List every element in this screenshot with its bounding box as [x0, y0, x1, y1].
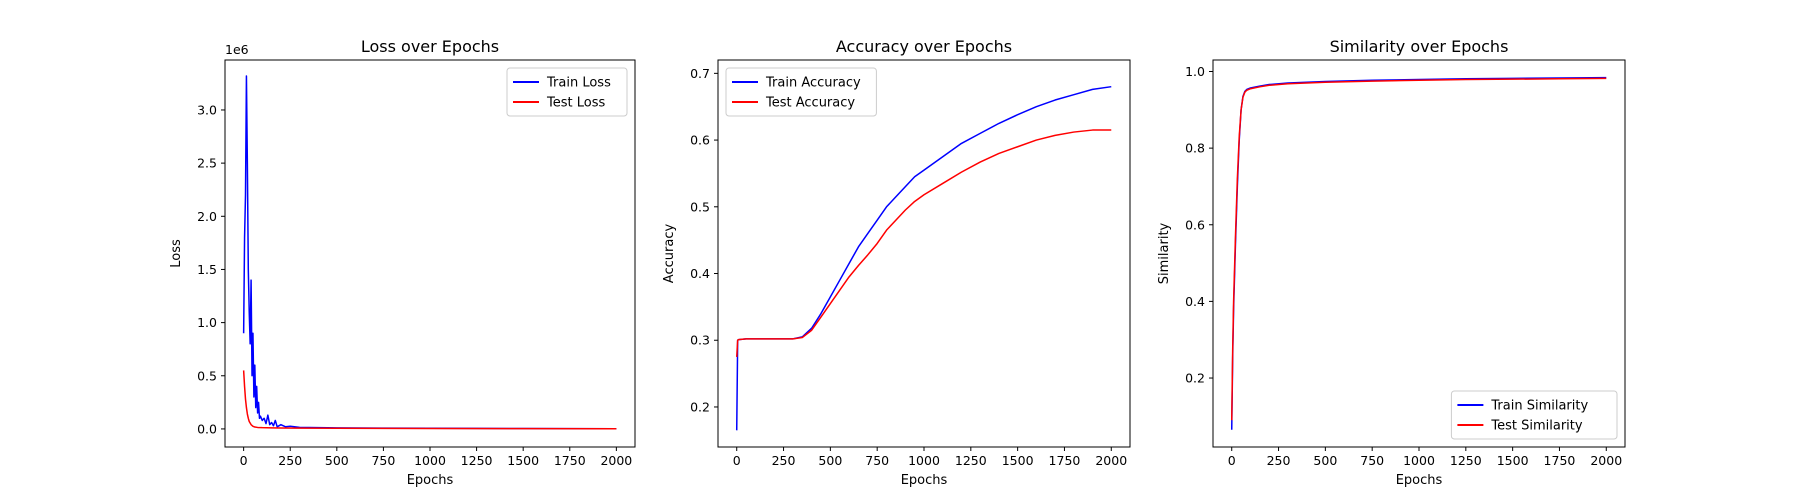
x-tick-label: 250 [278, 453, 302, 468]
y-tick-label: 2.5 [197, 156, 217, 171]
legend: Train Loss Test Loss [506, 67, 628, 117]
legend-box [725, 67, 877, 117]
x-axis-label: Epochs [407, 473, 454, 488]
chart-panel-2: 0 250 500 750 1000 1250 1500 1750 2000 0.2 0.3 0.4 0… [662, 37, 1131, 488]
x-axis-label: Epochs [901, 473, 948, 488]
y-axis-label: Loss [169, 239, 184, 268]
x-tick-label: 1000 [908, 453, 940, 468]
x-axis-label: Epochs [1396, 473, 1443, 488]
legend-label-train: Train Accuracy [765, 76, 861, 91]
y-tick-label: 1.0 [197, 315, 217, 330]
x-tick-label: 500 [1313, 453, 1337, 468]
x-tick-label: 0 [240, 453, 248, 468]
chart-title: Loss over Epochs [361, 37, 499, 56]
x-tick-label: 1500 [1002, 453, 1034, 468]
y-tick-label: 0.5 [690, 199, 710, 214]
x-tick-label: 1750 [1049, 453, 1081, 468]
x-tick-label: 0 [733, 453, 741, 468]
legend-label-test: Test Loss [546, 96, 605, 111]
x-tick-label: 2000 [1590, 453, 1622, 468]
x-tick-label: 2000 [1095, 453, 1127, 468]
series-line-test [1230, 77, 1607, 421]
x-tick-label: 1750 [554, 453, 586, 468]
legend-label-test: Test Accuracy [765, 96, 855, 111]
x-tick-label: 1250 [1450, 453, 1482, 468]
y-axis-offset-label: 1e6 [225, 42, 249, 57]
y-tick-label: 0.2 [1185, 371, 1205, 386]
legend-label-test: Test Similarity [1490, 419, 1583, 434]
y-tick-label: 3.0 [197, 102, 217, 117]
x-tick-label: 1500 [507, 453, 539, 468]
chart-panel-3: 0 250 500 750 1000 1250 1500 1750 2000 0.2 0.4 0.6 0… [1157, 37, 1626, 488]
x-tick-label: 500 [818, 453, 842, 468]
y-tick-label: 0.4 [1185, 294, 1205, 309]
x-tick-label: 2000 [600, 453, 632, 468]
y-tick-label: 2.0 [197, 209, 217, 224]
series-line-test [735, 129, 1112, 357]
y-tick-label: 0.4 [690, 266, 710, 281]
y-tick-label: 1.0 [1185, 64, 1205, 79]
y-axis-label: Accuracy [662, 224, 677, 284]
x-tick-label: 750 [371, 453, 395, 468]
y-tick-label: 0.0 [197, 421, 217, 436]
y-tick-label: 0.8 [1185, 141, 1205, 156]
x-tick-label: 1250 [955, 453, 987, 468]
y-tick-label: 0.3 [690, 333, 710, 348]
chart-panel-1: 0 250 500 750 1000 1250 1500 1750 2000 0.0 0.5 1.0 1… [169, 37, 636, 488]
legend: Train Similarity Test Similarity [1450, 390, 1618, 440]
x-tick-label: 250 [772, 453, 796, 468]
x-tick-label: 750 [865, 453, 889, 468]
series-line-test [242, 370, 617, 430]
x-tick-label: 1750 [1544, 453, 1576, 468]
legend-box [1450, 390, 1618, 440]
x-tick-label: 1250 [461, 453, 493, 468]
legend: Train Accuracy Test Accuracy [725, 67, 877, 117]
y-tick-label: 0.6 [1185, 217, 1205, 232]
y-tick-label: 0.7 [690, 66, 710, 81]
y-tick-label: 1.5 [197, 262, 217, 277]
y-tick-label: 0.2 [690, 399, 710, 414]
y-tick-label: 0.5 [197, 368, 217, 383]
x-tick-label: 250 [1267, 453, 1291, 468]
x-tick-label: 0 [1228, 453, 1236, 468]
x-tick-label: 500 [325, 453, 349, 468]
x-tick-label: 1000 [414, 453, 446, 468]
chart-title: Similarity over Epochs [1330, 37, 1509, 56]
legend-label-train: Train Loss [546, 76, 611, 91]
x-tick-label: 750 [1360, 453, 1384, 468]
x-tick-label: 1500 [1497, 453, 1529, 468]
chart-title: Accuracy over Epochs [836, 37, 1012, 56]
legend-box [506, 67, 628, 117]
legend-label-train: Train Similarity [1490, 399, 1588, 414]
x-tick-label: 1000 [1403, 453, 1435, 468]
y-axis-label: Similarity [1157, 222, 1172, 284]
y-tick-label: 0.6 [690, 133, 710, 148]
